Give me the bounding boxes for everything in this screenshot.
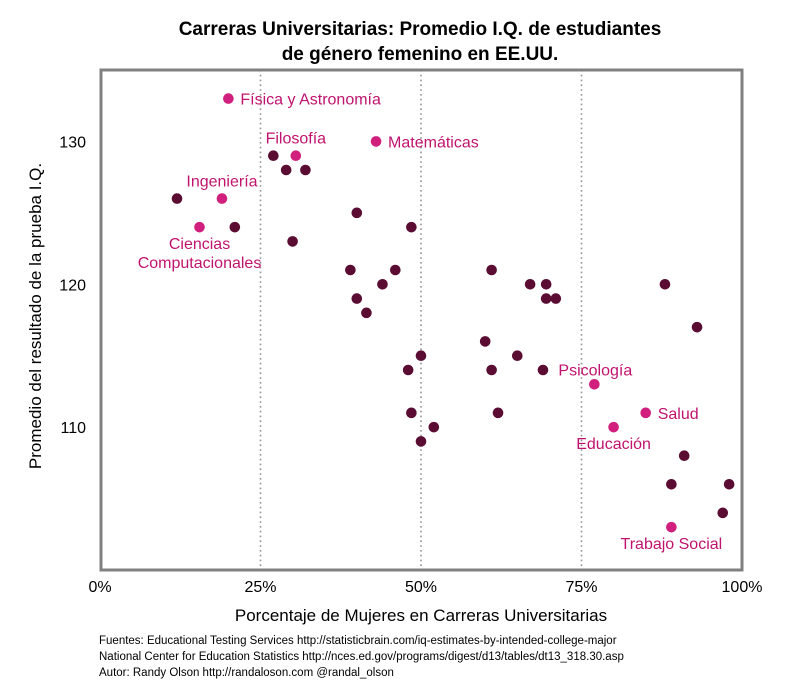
data-point-filosofia (290, 150, 302, 162)
point-labels: Física y Astronomía Filosofía Matemáticas I… (138, 92, 723, 554)
point-label-trabajo-social: Trabajo Social (621, 536, 723, 553)
data-point (300, 164, 311, 176)
source-line-2: National Center for Education Statistics… (99, 651, 624, 663)
data-point (678, 450, 690, 462)
y-tick-label: 120 (59, 277, 86, 294)
data-point-salud (640, 407, 651, 419)
data-point (512, 350, 523, 362)
x-tick-label: 100% (722, 579, 763, 596)
source-line-3: Autor: Randy Olson http://randaloson.com… (99, 667, 394, 679)
point-label-ciencias-computacionales: Computacionales (138, 255, 262, 272)
data-point (540, 278, 552, 290)
chart-title-line-2: de género femenino en EE.UU. (282, 44, 559, 65)
point-label-educacion: Educación (576, 436, 651, 453)
point-label-psicologia: Psicología (558, 362, 632, 379)
data-point (377, 278, 388, 290)
data-point (550, 293, 562, 304)
data-points (171, 93, 735, 533)
data-point (540, 293, 552, 304)
data-point (402, 364, 414, 376)
data-point (390, 264, 401, 276)
data-point-psicologia (589, 378, 600, 390)
data-point (537, 364, 549, 376)
x-tick-label: 25% (244, 579, 276, 596)
chart-title-line-1: Carreras Universitarias: Promedio I.Q. d… (179, 19, 662, 40)
x-tick-label: 50% (405, 579, 437, 596)
data-point (524, 278, 536, 290)
point-label-fisica-y-astronomia: Física y Astronomía (240, 92, 381, 109)
data-point (361, 307, 372, 319)
data-point-fisica-y-astronomia (223, 93, 234, 104)
point-label-ciencias-computacionales: Ciencias (169, 236, 230, 253)
data-point-educacion (608, 421, 619, 433)
y-tick-label: 110 (60, 420, 86, 437)
point-label-matematicas: Matemáticas (388, 134, 479, 151)
x-tick-label: 0% (88, 579, 111, 596)
data-point (280, 164, 292, 176)
data-point (406, 221, 417, 233)
y-axis-label: Promedio del resultado de la prueba I.Q. (26, 163, 45, 469)
point-label-salud: Salud (658, 406, 699, 423)
data-point (479, 336, 491, 347)
data-point (351, 293, 363, 304)
data-point (659, 278, 671, 290)
data-point (666, 478, 677, 490)
data-point (171, 193, 183, 204)
data-point-ingenieria (216, 193, 228, 204)
data-point (229, 221, 241, 233)
data-point (486, 364, 497, 376)
x-axis-label: Porcentaje de Mujeres en Carreras Univer… (235, 606, 607, 625)
data-point-ciencias-computacionales (194, 221, 205, 233)
data-point (428, 421, 440, 433)
point-label-ingenieria: Ingeniería (186, 174, 257, 191)
data-point (415, 436, 427, 447)
data-point (406, 407, 417, 419)
data-point (691, 321, 703, 333)
data-point (486, 264, 497, 276)
data-point (287, 236, 298, 247)
data-point (723, 478, 735, 490)
axis-ticks: 0% 25% 50% 75% 100% 110 120 130 (59, 134, 762, 596)
data-point (415, 350, 427, 362)
data-point (345, 264, 356, 276)
point-label-filosofia: Filosofía (266, 131, 327, 148)
y-tick-label: 130 (59, 134, 86, 151)
source-line-1: Fuentes: Educational Testing Services ht… (99, 635, 617, 647)
data-point (351, 207, 363, 219)
data-point (717, 507, 729, 519)
x-tick-label: 75% (565, 579, 597, 596)
data-point (492, 407, 504, 419)
data-point-matematicas (370, 136, 382, 147)
data-point (268, 150, 279, 162)
data-point-trabajo-social (666, 521, 677, 533)
plot-frame (99, 68, 744, 572)
gridlines (259, 70, 583, 570)
